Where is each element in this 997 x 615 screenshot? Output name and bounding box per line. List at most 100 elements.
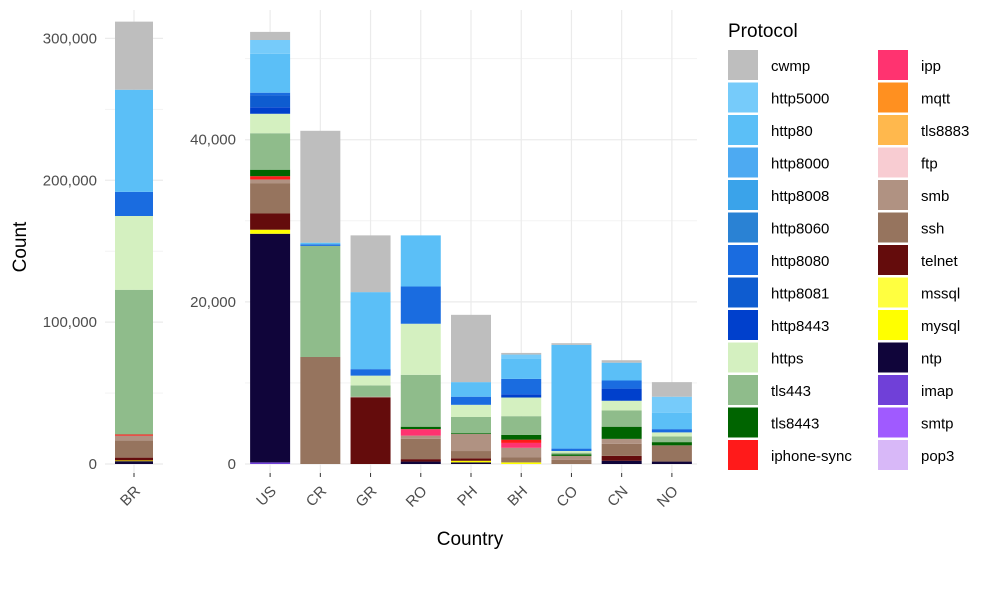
legend-key-smtp <box>878 407 908 438</box>
x-tick-label-co: CO <box>553 483 581 511</box>
y-tick-label: 300,000 <box>43 30 97 47</box>
bar-segment-cn-ntp <box>601 460 642 464</box>
bar-segment-ph-ntp <box>451 462 491 464</box>
bar-segment-cr-http80 <box>300 242 341 245</box>
bar-segment-bh-tls8443 <box>501 434 542 440</box>
legend-item-http8443: http8443 <box>728 310 829 340</box>
bar-no <box>651 382 692 464</box>
bar-segment-ro-tls8443 <box>400 426 441 430</box>
bar-cn <box>601 360 642 464</box>
bar-segment-gr-cwmp <box>350 235 391 293</box>
legend-key-ipp <box>878 50 908 80</box>
bar-segment-ph-tls443 <box>451 416 491 434</box>
bar-segment-us-ssh <box>250 183 291 214</box>
legend-item-tls8443: tls8443 <box>728 407 819 438</box>
bar-segment-br-https <box>115 216 153 290</box>
legend-key-http5000 <box>728 82 758 113</box>
bar-segment-gr-tls443 <box>350 385 391 397</box>
legend-item-http8080: http8080 <box>728 245 829 275</box>
legend-item-http5000: http5000 <box>728 82 829 113</box>
bar-segment-ro-tls443 <box>400 374 441 427</box>
legend-key-mqtt <box>878 82 908 113</box>
legend-label-http8060: http8060 <box>771 221 829 238</box>
x-tick-label-no: NO <box>654 483 682 511</box>
bar-segment-ph-telnet <box>451 458 491 461</box>
legend-item-mqtt: mqtt <box>878 82 951 113</box>
legend-key-http80 <box>728 115 758 145</box>
bar-segment-br-mysql <box>115 460 153 462</box>
legend-item-http80: http80 <box>728 115 813 145</box>
legend-label-smtp: smtp <box>921 416 954 433</box>
legend-key-tls8443 <box>728 407 758 438</box>
bar-segment-ph-https <box>451 404 491 417</box>
bar-segment-br-http8080 <box>115 191 153 217</box>
bar-segment-no-https <box>651 432 692 437</box>
bar-segment-cn-http8443 <box>601 388 642 401</box>
legend-item-http8060: http8060 <box>728 212 829 243</box>
legend-item-ipp: ipp <box>878 50 941 80</box>
legend-item-imap: imap <box>878 375 954 405</box>
legend-label-tls443: tls443 <box>771 383 811 400</box>
bar-segment-us-http8080 <box>250 92 291 96</box>
bar-segment-br-http80 <box>115 89 153 192</box>
bar-segment-ro-ipp <box>400 429 441 436</box>
legend-key-iphone-sync <box>728 440 758 470</box>
bar-segment-ro-http8080 <box>400 286 441 324</box>
bar-segment-us-ntp <box>250 233 291 463</box>
legend-label-http8080: http8080 <box>771 253 829 270</box>
panel-main: 0 20,000 40,000 US CR GR RO PH BH CO CN NO <box>190 10 697 511</box>
legend-label-http8443: http8443 <box>771 318 829 335</box>
bar-segment-co-http80 <box>551 344 592 449</box>
legend-item-http8000: http8000 <box>728 147 829 178</box>
bar-ro <box>400 235 441 464</box>
bar-segment-bh-http5000 <box>501 354 542 359</box>
bar-segment-bh-ssh <box>501 457 542 463</box>
bar-segment-ph-http8080 <box>451 396 491 405</box>
bar-segment-us-http80 <box>250 53 291 93</box>
bar-segment-co-ssh <box>551 459 592 464</box>
bar-segment-co-https <box>551 451 592 453</box>
legend-item-ntp: ntp <box>878 342 942 373</box>
legend-label-tls8883: tls8883 <box>921 123 969 140</box>
legend-item-https: https <box>728 342 804 373</box>
bar-segment-cn-tls443 <box>601 410 642 427</box>
bar-segment-ro-http80 <box>400 235 441 287</box>
bar-bh <box>501 352 542 464</box>
bar-segment-cr-http8080 <box>300 244 341 246</box>
legend-key-smb <box>878 180 908 210</box>
legend-item-smb: smb <box>878 180 949 210</box>
legend-label-iphone-sync: iphone-sync <box>771 448 852 465</box>
y-tick-label: 0 <box>89 456 97 473</box>
legend-item-pop3: pop3 <box>878 440 954 470</box>
bar-segment-ro-ssh <box>400 438 441 460</box>
legend-key-imap <box>878 375 908 405</box>
x-tick-label-br: BR <box>117 483 144 510</box>
bar-segment-ph-ssh <box>451 451 491 459</box>
bar-segment-us-https <box>250 113 291 134</box>
bar-segment-gr-smb <box>350 396 391 398</box>
legend-key-tls8883 <box>878 115 908 145</box>
bar-segment-bh-https <box>501 397 542 417</box>
legend-label-ntp: ntp <box>921 351 942 368</box>
bar-segment-no-cwmp <box>651 382 692 397</box>
bar-segment-cr-ssh <box>300 356 341 464</box>
legend-key-https <box>728 342 758 373</box>
bar-segment-cn-cwmp <box>601 360 642 363</box>
bar-us <box>250 31 291 464</box>
legend-label-imap: imap <box>921 383 954 400</box>
legend-label-tls8443: tls8443 <box>771 416 819 433</box>
x-tick-label-cn: CN <box>604 483 631 510</box>
bar-segment-co-tls8443 <box>551 454 592 456</box>
bar-segment-gr-telnet <box>350 397 391 464</box>
bar-segment-ph-tls8443 <box>451 433 491 435</box>
legend-label-pop3: pop3 <box>921 448 954 465</box>
bar-segment-bh-mysql <box>501 462 542 464</box>
legend: Protocol cwmp http5000 http80 http8000 http8… <box>728 21 969 470</box>
legend-label-mqtt: mqtt <box>921 91 951 108</box>
bar-segment-no-ntp <box>651 461 692 464</box>
bar-segment-us-smb <box>250 179 291 184</box>
x-tick-label-ph: PH <box>454 483 481 510</box>
bar-segment-cn-smb <box>601 438 642 444</box>
legend-key-ntp <box>878 342 908 373</box>
legend-item-ssh: ssh <box>878 212 944 243</box>
